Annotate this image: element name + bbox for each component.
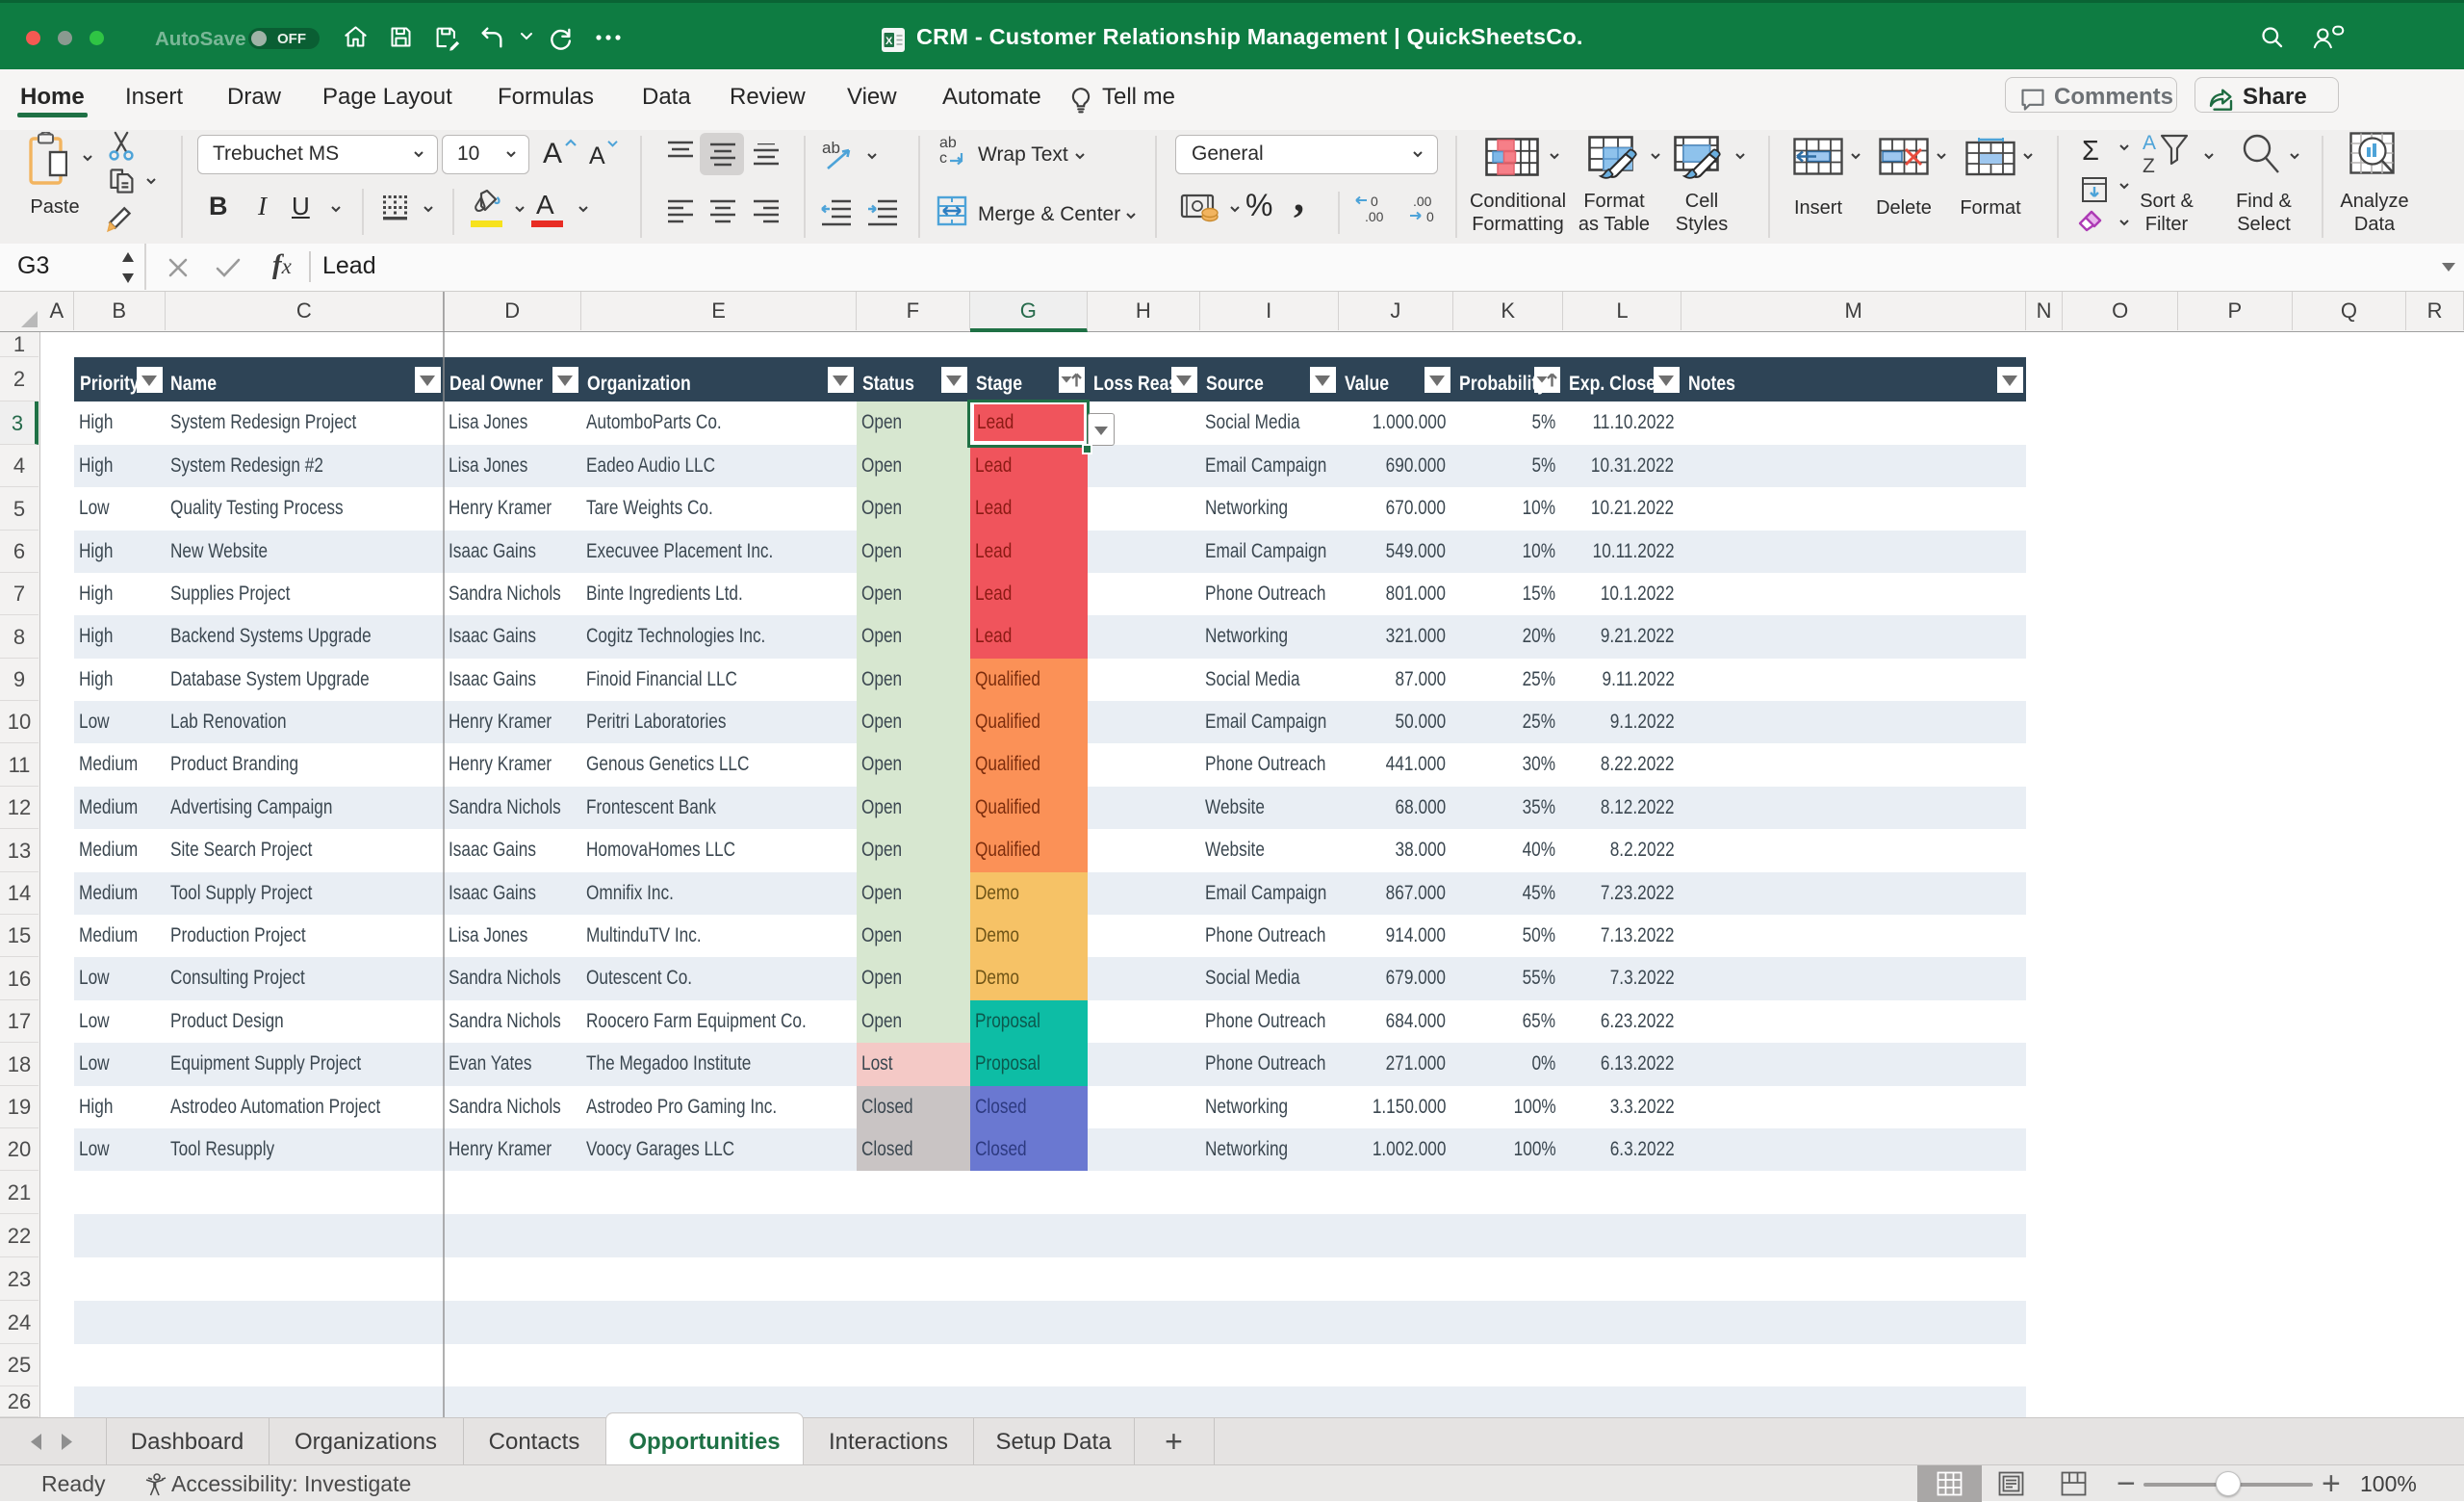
svg-text:.00: .00: [1413, 194, 1432, 209]
svg-text:Z: Z: [2143, 155, 2155, 176]
svg-text:0: 0: [1426, 209, 1434, 224]
svg-text:X: X: [886, 36, 893, 47]
svg-text:.00: .00: [1365, 209, 1384, 224]
svg-text:A: A: [2143, 132, 2156, 154]
svg-text:0: 0: [1371, 194, 1378, 209]
svg-text:c: c: [939, 150, 947, 167]
svg-text:ab: ab: [939, 135, 957, 151]
svg-text:ab: ab: [822, 139, 840, 157]
